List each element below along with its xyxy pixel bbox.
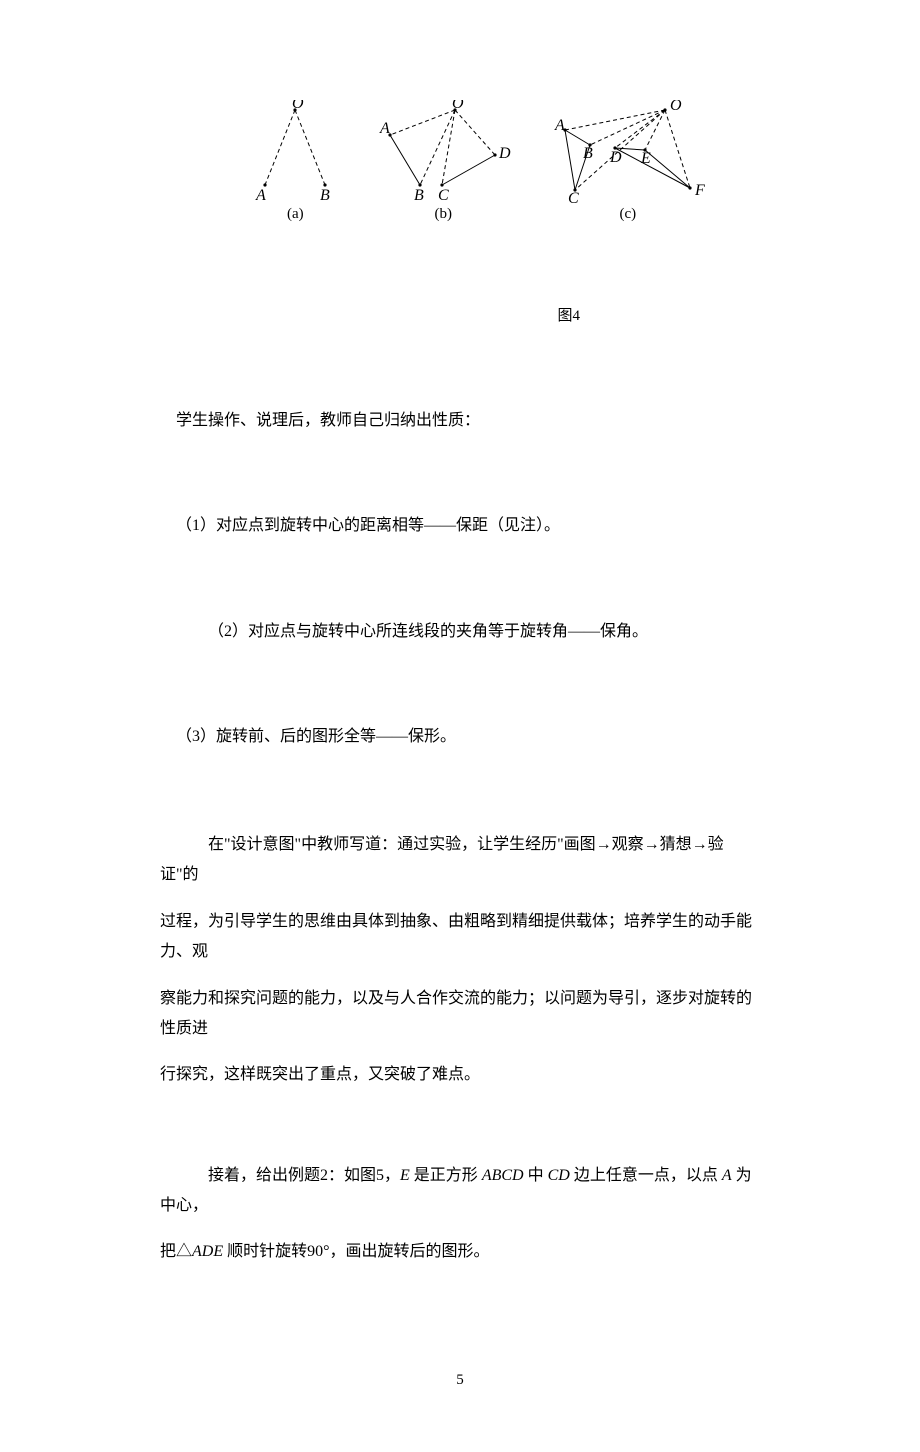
example-var-E: E: [400, 1167, 410, 1184]
example-var-ADE: ADE: [192, 1243, 223, 1260]
svg-text:C: C: [568, 190, 579, 207]
figure-4-svg: OAB(a)OABCD(b)OABCDEF(c): [250, 100, 710, 235]
example-text-1b: 是正方形: [410, 1167, 482, 1184]
example-var-CD: CD: [548, 1167, 570, 1184]
property-2: （2）对应点与旋转中心所连线段的夹角等于旋转角——保角。: [160, 619, 760, 645]
example-line-2: 把△ADE 顺时针旋转90°，画出旋转后的图形。: [160, 1237, 760, 1267]
design-intent-block: 在"设计意图"中教师写道：通过实验，让学生经历"画图→观察→猜想→验证"的 过程…: [160, 830, 760, 1091]
svg-text:D: D: [609, 149, 622, 166]
svg-text:B: B: [583, 145, 593, 162]
svg-text:(b): (b): [435, 206, 453, 222]
example-text-2a: 把△: [160, 1243, 192, 1260]
svg-text:O: O: [452, 100, 464, 112]
design-line-2: 过程，为引导学生的思维由具体到抽象、由粗略到精细提供载体；培养学生的动手能力、观: [160, 907, 760, 968]
svg-text:E: E: [640, 150, 651, 167]
figure-4-svg-wrap: OAB(a)OABCD(b)OABCDEF(c): [250, 100, 710, 244]
page-number: 5: [160, 1368, 760, 1392]
svg-text:C: C: [438, 187, 449, 204]
figure-4-caption: 图4: [160, 304, 760, 328]
property-3: （3）旋转前、后的图形全等——保形。: [160, 724, 760, 750]
design-line-3: 察能力和探究问题的能力，以及与人合作交流的能力；以问题为导引，逐步对旋转的性质进: [160, 984, 760, 1045]
svg-text:A: A: [255, 187, 266, 204]
example-text-1c: 中: [524, 1167, 548, 1184]
example-text-1a: 接着，给出例题2：如图5，: [208, 1167, 400, 1184]
example-text-1d: 边上任意一点，以点: [570, 1167, 722, 1184]
svg-text:O: O: [670, 100, 682, 114]
example-var-ABCD: ABCD: [482, 1167, 524, 1184]
svg-text:B: B: [414, 187, 424, 204]
svg-text:B: B: [320, 187, 330, 204]
example-line-1: 接着，给出例题2：如图5，E 是正方形 ABCD 中 CD 边上任意一点，以点 …: [160, 1161, 760, 1222]
svg-text:A: A: [379, 120, 390, 137]
svg-text:(c): (c): [620, 206, 637, 222]
svg-text:D: D: [498, 145, 511, 162]
design-line-1: 在"设计意图"中教师写道：通过实验，让学生经历"画图→观察→猜想→验证"的: [160, 830, 760, 891]
design-line-4: 行探究，这样既突出了重点，又突破了难点。: [160, 1060, 760, 1090]
svg-text:A: A: [554, 117, 565, 134]
example-text-2b: 顺时针旋转90°，画出旋转后的图形。: [223, 1243, 489, 1260]
example-2-block: 接着，给出例题2：如图5，E 是正方形 ABCD 中 CD 边上任意一点，以点 …: [160, 1161, 760, 1268]
svg-text:F: F: [694, 182, 705, 199]
figure-4: OAB(a)OABCD(b)OABCDEF(c) 图4: [160, 100, 760, 328]
svg-text:O: O: [292, 100, 304, 112]
example-var-A: A: [722, 1167, 732, 1184]
intro-paragraph: 学生操作、说理后，教师自己归纳出性质：: [160, 408, 760, 434]
svg-text:(a): (a): [287, 206, 304, 222]
property-1: （1）对应点到旋转中心的距离相等——保距（见注）。: [160, 513, 760, 539]
